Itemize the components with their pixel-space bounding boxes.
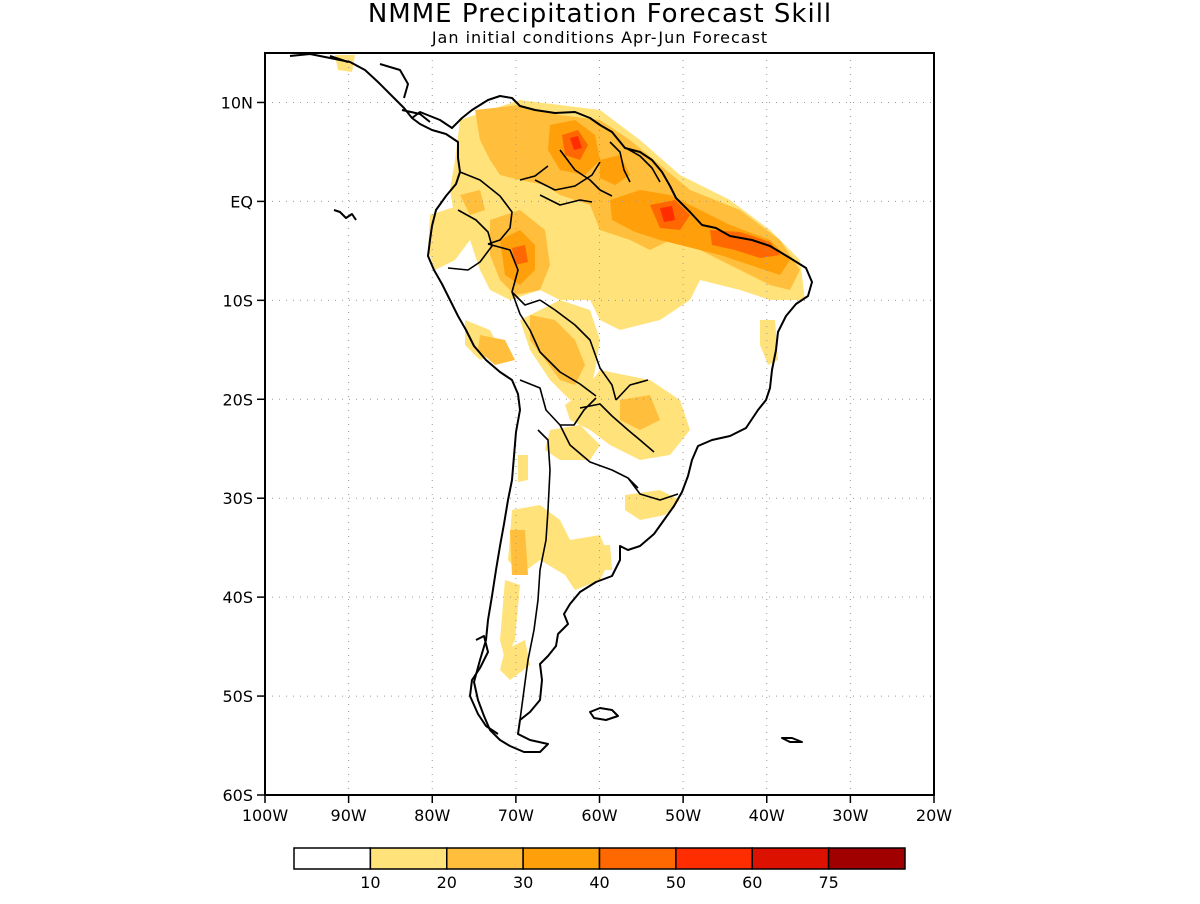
grid-lines <box>265 53 934 795</box>
lat-tick-label: 50S <box>222 687 253 706</box>
lat-tick-label: 30S <box>222 489 253 508</box>
legend-swatch <box>751 847 830 870</box>
skill-shading <box>335 55 805 680</box>
lon-tick-label: 50W <box>665 806 701 825</box>
map-title: NMME Precipitation Forecast Skill <box>367 0 833 29</box>
legend-tick-label: 75 <box>818 873 838 892</box>
legend-swatch <box>598 847 677 870</box>
longitude-axis: 100W 90W 80W 70W 60W 50W 40W 30W 20W <box>242 795 952 825</box>
central-america-coast <box>289 53 431 123</box>
legend-tick-label: 60 <box>742 873 762 892</box>
lat-tick-label: 60S <box>222 786 253 805</box>
skill-50-60 <box>570 136 675 222</box>
legend-tick-label: 30 <box>513 873 533 892</box>
lat-tick-label: EQ <box>230 192 253 211</box>
lon-tick-label: 30W <box>832 806 868 825</box>
legend-tick-label: 40 <box>589 873 609 892</box>
latitude-axis: 10N EQ 10S 20S 30S 40S 50S 60S <box>221 93 265 805</box>
legend-swatch <box>522 847 601 870</box>
lon-tick-label: 20W <box>916 806 952 825</box>
legend-tick-label: 50 <box>666 873 686 892</box>
lon-tick-label: 100W <box>242 806 289 825</box>
lon-tick-label: 90W <box>331 806 367 825</box>
south-georgia <box>781 737 803 743</box>
legend-tick-label: 20 <box>437 873 457 892</box>
legend-swatch <box>827 847 906 870</box>
south-america-coast <box>411 95 813 753</box>
color-legend: 10 20 30 40 50 60 75 <box>293 847 906 892</box>
lat-tick-label: 40S <box>222 588 253 607</box>
country-borders <box>447 141 679 721</box>
lon-tick-label: 70W <box>498 806 534 825</box>
legend-swatch <box>675 847 753 870</box>
lon-tick-label: 60W <box>581 806 617 825</box>
lat-tick-label: 20S <box>222 390 253 409</box>
legend-swatch <box>369 847 448 870</box>
lon-tick-label: 40W <box>749 806 785 825</box>
chiloe-fjords <box>469 635 499 735</box>
galapagos <box>333 209 357 221</box>
coastlines <box>289 53 813 753</box>
lat-tick-label: 10S <box>222 291 253 310</box>
lon-tick-label: 80W <box>414 806 450 825</box>
legend-tick-label: 10 <box>360 873 380 892</box>
legend-swatch <box>293 847 372 870</box>
lat-tick-label: 10N <box>221 93 253 112</box>
legend-swatch <box>446 847 524 870</box>
falklands <box>589 707 619 721</box>
map-subtitle: Jan initial conditions Apr-Jun Forecast <box>431 28 769 47</box>
